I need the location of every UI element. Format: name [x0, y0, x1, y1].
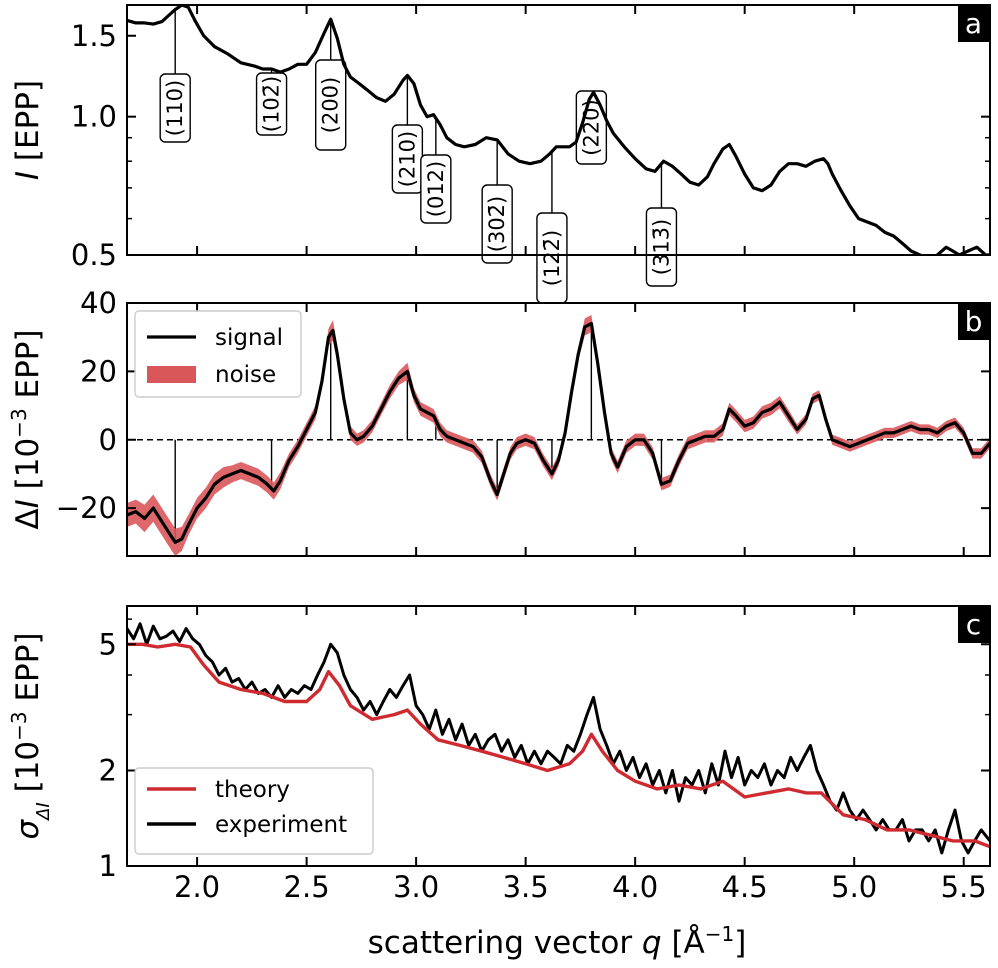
panel-a: (110) (102̄) (200) (210)(012) (302̄) (122̄) (2… [10, 4, 991, 304]
peak-label: (012) [424, 161, 448, 217]
legend-c: theory experiment [134, 767, 374, 855]
panel-letter-box-c [958, 607, 989, 643]
x-tick-label: 2.5 [284, 870, 330, 904]
y-tick-label-b: −20 [56, 491, 117, 525]
peak-label-box [481, 184, 513, 264]
x-axis-label-unit: [Å [662, 925, 705, 961]
peak-label: (110) [163, 80, 187, 136]
x-axis-label-exp: −1 [705, 922, 734, 946]
x-tick-label: 2.0 [174, 870, 220, 904]
y-tick-label-b: 20 [80, 354, 117, 388]
y-axis-label-unit: [10 [10, 741, 46, 802]
legend-swatch-noise [147, 366, 196, 383]
y-tick-label-a: 0.5 [71, 238, 117, 272]
y-tick-label-b: 0 [99, 423, 117, 457]
peak-label-box [315, 59, 347, 151]
legend-b: signal noise [134, 310, 302, 398]
x-axis-tick-labels: 2.0 2.5 3.0 3.5 4.0 4.5 5.0 5.5 [174, 870, 987, 904]
panel-b: −20 0 20 40 b signal noise ΔI [10−3 EPP] [7, 286, 991, 557]
y-tick-label-c: 5 [99, 627, 117, 661]
peak-label: (313̄) [649, 219, 673, 275]
peak-label: (210) [395, 131, 419, 187]
y-axis-label-i: I [10, 499, 46, 508]
y-axis-label-sigma: σ [10, 819, 46, 840]
panel-letter-b: b [965, 305, 983, 338]
series-line-intensity [127, 5, 990, 255]
peak-label-box [575, 90, 608, 165]
x-axis-label-q: q [642, 925, 662, 961]
peak-label: (220) [579, 99, 603, 155]
legend-label-theory: theory [215, 777, 290, 803]
series-line-signal [127, 321, 990, 544]
panel-letter-box-a [958, 6, 989, 42]
y-axis-label-end: EPP] [10, 329, 46, 408]
x-axis-label-pre: scattering vector [368, 925, 642, 961]
y-tick-label-a: 1.0 [71, 100, 117, 134]
y-axis-label-b: ΔI [10−3 EPP] [7, 329, 46, 529]
panel-c: 1 2 5 c theory experiment σΔI [10−3 EPP] [7, 605, 991, 883]
peak-label-box [645, 207, 678, 287]
y-tick-label-c: 1 [99, 849, 117, 883]
panel-letter-box-b [958, 304, 989, 340]
panel-letter-c: c [966, 608, 981, 641]
y-axis-label-exp: −3 [7, 711, 31, 740]
panel-letter-a: a [965, 7, 982, 40]
y-axis-label-unit: [EPP] [10, 80, 46, 171]
y-axis-label-end: EPP] [10, 632, 46, 711]
panel-frame-c [126, 605, 991, 867]
peak-label: (122̄) [540, 230, 564, 286]
peak-label: (200) [319, 77, 343, 133]
y-axis-label-i: I [10, 171, 46, 180]
series-line-theory [127, 642, 990, 849]
x-tick-label: 3.0 [393, 870, 439, 904]
y-axis-label-exp: −3 [7, 408, 31, 437]
legend-label-experiment: experiment [215, 812, 347, 838]
peak-label-box [420, 154, 452, 224]
peak-label-box [255, 72, 288, 136]
x-axis-label-end: ] [734, 925, 746, 961]
y-tick-label-a: 1.5 [71, 19, 117, 53]
y-axis-label-delta: Δ [10, 508, 46, 529]
x-tick-label: 5.5 [941, 870, 987, 904]
panel-frame-a [126, 4, 991, 256]
legend-label-noise: noise [215, 362, 276, 388]
y-tick-label-b: 40 [80, 286, 117, 320]
peak-label: (102̄) [260, 76, 284, 132]
x-axis-label: scattering vector q [Å−1] [368, 922, 747, 961]
x-tick-label: 5.0 [831, 870, 877, 904]
x-tick-label: 4.0 [612, 870, 658, 904]
y-axis-label-unit: [10 [10, 438, 46, 499]
x-tick-label: 3.5 [503, 870, 549, 904]
peak-label-box [159, 73, 191, 143]
legend-label-signal: signal [215, 325, 283, 351]
x-tick-label: 4.5 [722, 870, 768, 904]
y-axis-label-sub: ΔI [33, 802, 54, 822]
panel-frame-b [126, 302, 991, 557]
peak-label: (302̄) [485, 196, 509, 252]
y-axis-label-a: I [EPP] [10, 80, 46, 180]
y-tick-label-c: 2 [99, 753, 117, 787]
y-axis-label-c: σΔI [10−3 EPP] [7, 632, 54, 839]
